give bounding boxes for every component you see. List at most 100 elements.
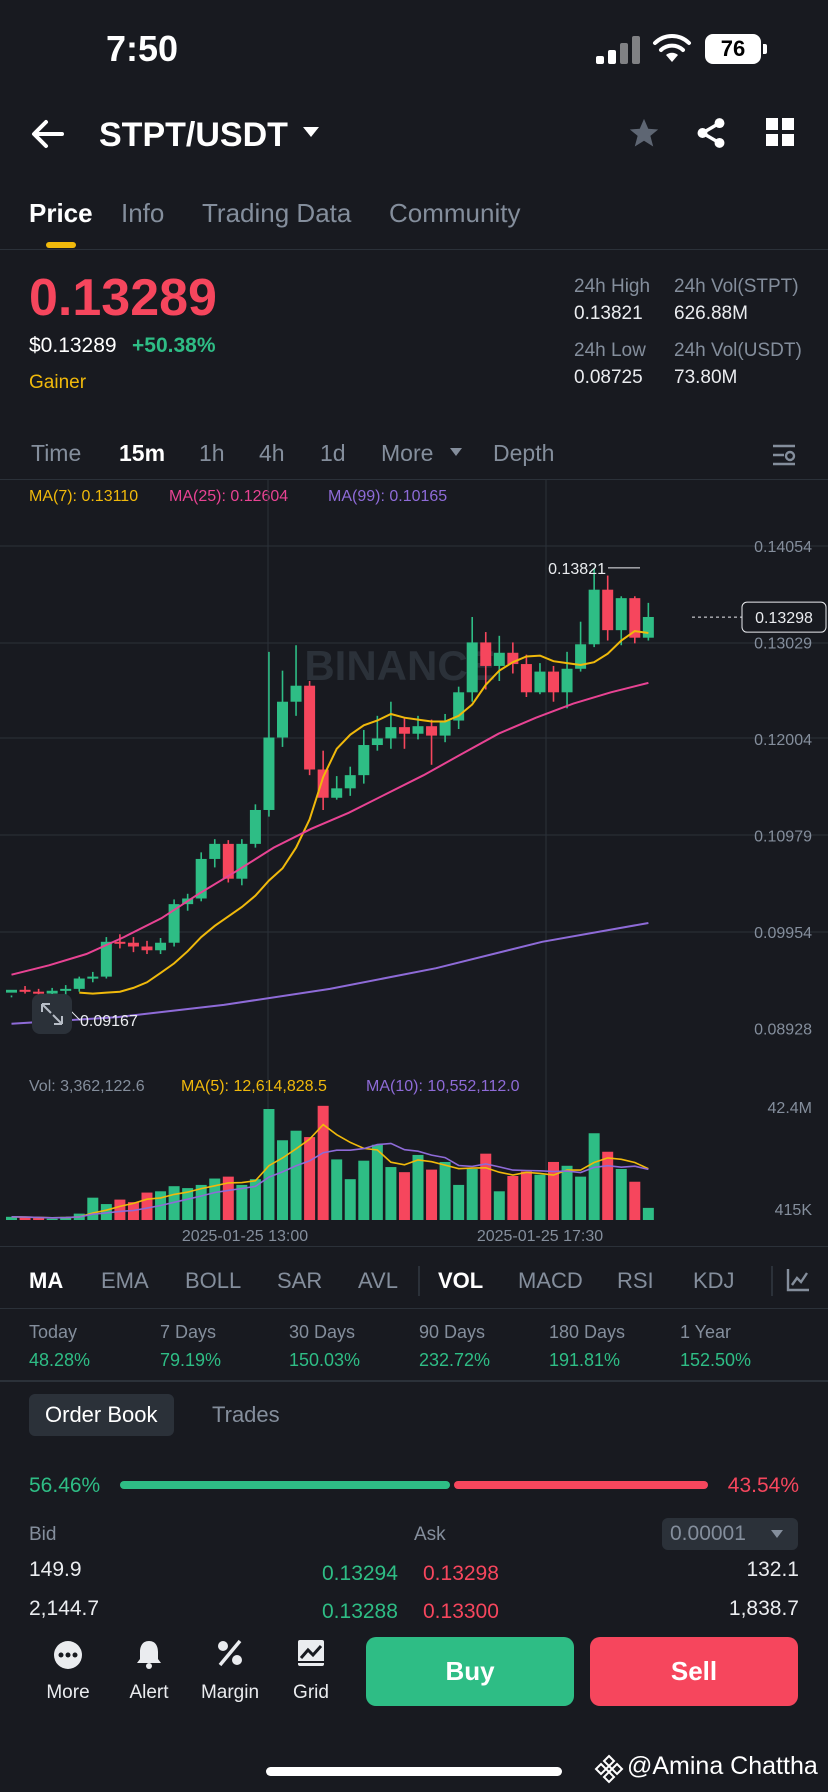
- indicator-settings-icon[interactable]: [785, 1267, 811, 1293]
- nav-more-label: More: [46, 1682, 90, 1703]
- volume-bar: [398, 1172, 410, 1220]
- tab-trading-data[interactable]: Trading Data: [202, 198, 352, 228]
- interval-1d[interactable]: 1d: [320, 440, 346, 466]
- interval-depth[interactable]: Depth: [493, 440, 555, 466]
- nav-grid-label: Grid: [293, 1682, 329, 1703]
- volume-bar: [493, 1191, 505, 1220]
- volume-bar: [263, 1109, 275, 1220]
- nav-margin-label: Margin: [200, 1682, 260, 1703]
- pair-title[interactable]: STPT/USDT: [99, 116, 288, 154]
- volume-bar: [195, 1184, 207, 1220]
- interval-more[interactable]: More: [381, 440, 434, 466]
- candle-body: [236, 843, 248, 879]
- candle-body: [629, 598, 641, 638]
- tab-order-book[interactable]: Order Book: [29, 1394, 174, 1436]
- volume-chart[interactable]: Vol: 3,362,122.6 MA(5): 12,614,828.5 MA(10…: [0, 1068, 828, 1248]
- low-marker-label: 0.09167: [80, 1013, 138, 1030]
- high-label: 24h High: [574, 276, 651, 297]
- favorite-star-icon[interactable]: [627, 116, 661, 150]
- candle-body: [114, 941, 126, 944]
- status-bar: 7:50 76: [0, 0, 828, 100]
- bell-icon: [137, 1641, 161, 1669]
- status-time: 7:50: [106, 28, 179, 69]
- candle-body: [249, 809, 261, 844]
- more-caret-icon[interactable]: [449, 447, 463, 457]
- indicator-macd[interactable]: MACD: [518, 1268, 583, 1293]
- candle-body: [290, 685, 302, 702]
- ma7-legend: MA(7): 0.13110: [29, 488, 139, 505]
- bid-percent: 56.46%: [29, 1474, 101, 1497]
- candle-body: [263, 737, 275, 810]
- indicator-sar[interactable]: SAR: [277, 1268, 323, 1293]
- volume-bar: [602, 1151, 614, 1220]
- candle-body: [141, 946, 153, 951]
- candle-body: [615, 598, 627, 631]
- indicator-kdj[interactable]: KDJ: [693, 1268, 735, 1293]
- interval-4h[interactable]: 4h: [259, 440, 285, 466]
- interval-15m[interactable]: 15m: [119, 440, 166, 466]
- sell-button[interactable]: Sell: [590, 1637, 798, 1706]
- candle-body: [100, 941, 112, 977]
- tab-price[interactable]: Price: [29, 198, 93, 228]
- tab-community[interactable]: Community: [389, 198, 521, 228]
- vol-quote-value: 73.80M: [674, 367, 738, 388]
- candle-body: [385, 727, 397, 739]
- volume-bar: [222, 1176, 234, 1220]
- perf-value: 152.50%: [680, 1350, 752, 1370]
- indicator-vol[interactable]: VOL: [438, 1268, 484, 1293]
- price-chart[interactable]: BINANCE 0.14054 0.13029 0.12004 0.10979 0.099…: [0, 480, 828, 1070]
- candle-body: [507, 652, 519, 665]
- perf-value: 232.72%: [419, 1350, 491, 1370]
- candle-body: [480, 642, 492, 666]
- indicator-ema[interactable]: EMA: [101, 1268, 149, 1293]
- candle-body: [439, 720, 451, 736]
- volume-bar: [249, 1179, 261, 1220]
- gainer-tag[interactable]: Gainer: [29, 372, 87, 393]
- candle-body: [317, 769, 329, 798]
- perf-value: 150.03%: [289, 1350, 361, 1370]
- candle-body: [155, 942, 167, 951]
- candle-body: [453, 692, 465, 721]
- candle-body: [426, 726, 438, 736]
- vol-base-value: 626.88M: [674, 303, 748, 324]
- candle-body: [520, 664, 532, 693]
- candle-body: [331, 788, 343, 798]
- chart-settings-icon[interactable]: [770, 441, 798, 469]
- interval-time[interactable]: Time: [31, 440, 82, 466]
- grid-layout-icon[interactable]: [765, 117, 795, 147]
- tab-info[interactable]: Info: [121, 198, 165, 228]
- caret-down-icon[interactable]: [302, 126, 320, 138]
- volume-bar: [615, 1168, 627, 1220]
- tab-trades[interactable]: Trades: [212, 1402, 280, 1427]
- share-icon[interactable]: [694, 116, 728, 150]
- candle-body: [344, 775, 356, 789]
- high-value: 0.13821: [574, 303, 643, 324]
- indicator-rsi[interactable]: RSI: [617, 1268, 654, 1293]
- candle-body: [127, 942, 139, 947]
- indicator-ma[interactable]: MA: [29, 1268, 64, 1293]
- x-axis-tick: 2025-01-25 17:30: [477, 1228, 603, 1245]
- candle-body: [304, 685, 316, 770]
- volume-bar: [642, 1207, 654, 1220]
- expand-icon-glyph: [41, 1003, 63, 1025]
- interval-1h[interactable]: 1h: [199, 440, 225, 466]
- y-axis-tick: 0.10979: [754, 829, 812, 846]
- volume-bar: [480, 1153, 492, 1220]
- volume-bar: [439, 1161, 451, 1220]
- volume-bar: [331, 1159, 343, 1220]
- high-marker-label: 0.13821: [548, 561, 606, 578]
- tick-size-select[interactable]: 0.00001: [662, 1518, 798, 1550]
- binance-logo-icon: [594, 1754, 624, 1784]
- candle-body: [602, 589, 614, 631]
- buy-button[interactable]: Buy: [366, 1637, 574, 1706]
- candle-body: [87, 976, 99, 979]
- indicator-avl[interactable]: AVL: [358, 1268, 398, 1293]
- back-arrow-icon[interactable]: [30, 118, 66, 150]
- y-axis-tick: 0.12004: [754, 732, 812, 749]
- volume-ma10-legend: MA(10): 10,552,112.0: [366, 1078, 520, 1095]
- y-axis-tick: 0.08928: [754, 1022, 812, 1039]
- price-change-percent: +50.38%: [132, 334, 216, 357]
- ask-qty: 1,838.7: [728, 1597, 799, 1620]
- indicator-boll[interactable]: BOLL: [185, 1268, 242, 1293]
- candle-body: [466, 642, 478, 693]
